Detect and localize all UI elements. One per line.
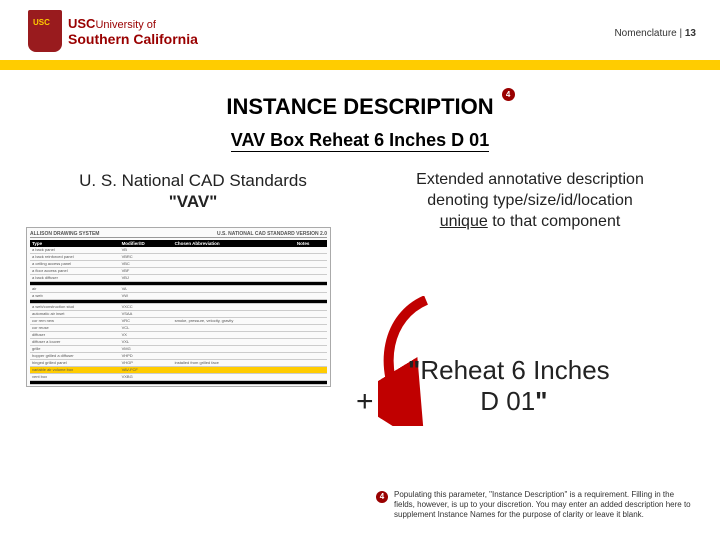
mini-table: TypeModifier/IDChosen AbbreviationNotes … <box>30 240 327 387</box>
left-column: U. S. National CAD Standards "VAV" ALLIS… <box>26 170 360 387</box>
quote-open: " <box>408 355 420 385</box>
right-unique: unique <box>440 213 488 230</box>
uni-of: University of <box>95 19 156 31</box>
uni-usc: USC <box>68 16 95 31</box>
header: USCUniversity of Southern California Nom… <box>0 0 720 60</box>
plus-symbol: + <box>356 385 374 419</box>
slide-title: INSTANCE DESCRIPTION <box>226 94 493 120</box>
left-heading: U. S. National CAD Standards "VAV" <box>26 170 360 213</box>
right-line3-rest: to that component <box>488 213 621 230</box>
right-line1: Extended annotative description <box>416 171 644 188</box>
page-number: 13 <box>685 28 696 39</box>
quote-close: " <box>535 386 547 416</box>
standards-table-thumbnail: ALLISON DRAWING SYSTEM U.S. NATIONAL CAD… <box>26 227 331 387</box>
left-line1: U. S. National CAD Standards <box>79 171 307 190</box>
title-row: INSTANCE DESCRIPTION 4 <box>0 94 720 120</box>
university-name: USCUniversity of Southern California <box>68 16 198 46</box>
uni-line2: Southern California <box>68 32 198 46</box>
badge-4-icon: 4 <box>502 88 515 101</box>
tbl-hdr-left: ALLISON DRAWING SYSTEM <box>30 231 99 237</box>
gold-divider <box>0 60 720 70</box>
reheat-text1: Reheat 6 Inches <box>420 355 609 385</box>
tbl-hdr-right: U.S. NATIONAL CAD STANDARD VERSION 2.0 <box>217 231 327 237</box>
footnote-badge-icon: 4 <box>376 491 388 503</box>
footnote: 4 Populating this parameter, "Instance D… <box>376 490 696 520</box>
right-heading: Extended annotative description denoting… <box>366 170 694 232</box>
page-indicator: Nomenclature | 13 <box>614 28 696 39</box>
left-vav: "VAV" <box>169 192 218 211</box>
page-label: Nomenclature <box>614 28 676 39</box>
slide-subtitle: VAV Box Reheat 6 Inches D 01 <box>231 130 489 152</box>
usc-logo: USCUniversity of Southern California <box>28 10 198 52</box>
right-line2: denoting type/size/id/location <box>427 192 632 209</box>
shield-icon <box>28 10 62 52</box>
reheat-text2: D 01 <box>480 386 535 416</box>
footnote-text: Populating this parameter, "Instance Des… <box>394 490 696 520</box>
reheat-callout: "Reheat 6 Inches D 01" <box>408 355 688 416</box>
